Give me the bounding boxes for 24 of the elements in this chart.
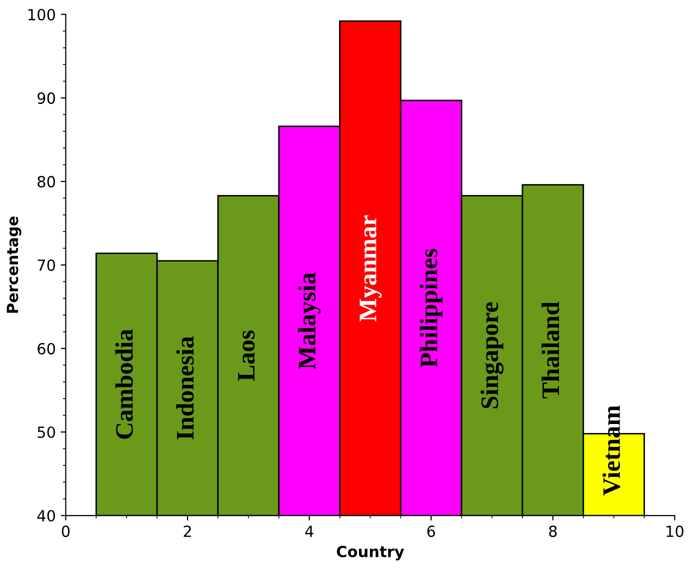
y-tick-label: 90: [38, 92, 56, 104]
series-label: Vietnam: [602, 405, 620, 496]
y-tick-label: 50: [38, 426, 56, 438]
x-tick-label: 4: [305, 526, 314, 537]
y-tick-label: 80: [38, 176, 56, 188]
x-tick-label: 0: [62, 526, 70, 538]
series-label: Thailand: [542, 302, 560, 398]
series-label: Laos: [238, 330, 255, 381]
series-label: Philippines: [420, 248, 442, 368]
x-tick-label: 10: [666, 526, 684, 538]
series-label: Singapore: [480, 302, 504, 408]
y-tick-label: 40: [37, 510, 56, 522]
y-tick-label: 60: [38, 342, 56, 354]
series-label: Myanmar: [360, 215, 382, 322]
x-tick-label: 6: [427, 526, 436, 538]
series-label: Malaysia: [298, 272, 321, 370]
x-tick-label: 8: [549, 526, 557, 538]
x-tick-label: 2: [184, 526, 191, 537]
y-tick-label: 100: [28, 8, 56, 20]
y-axis-title: Percentage: [6, 216, 22, 313]
series-label: Indonesia: [176, 336, 194, 440]
series-label: Cambodia: [115, 329, 133, 439]
x-axis-title: Country: [336, 546, 404, 560]
y-tick-label: 70: [38, 259, 56, 271]
